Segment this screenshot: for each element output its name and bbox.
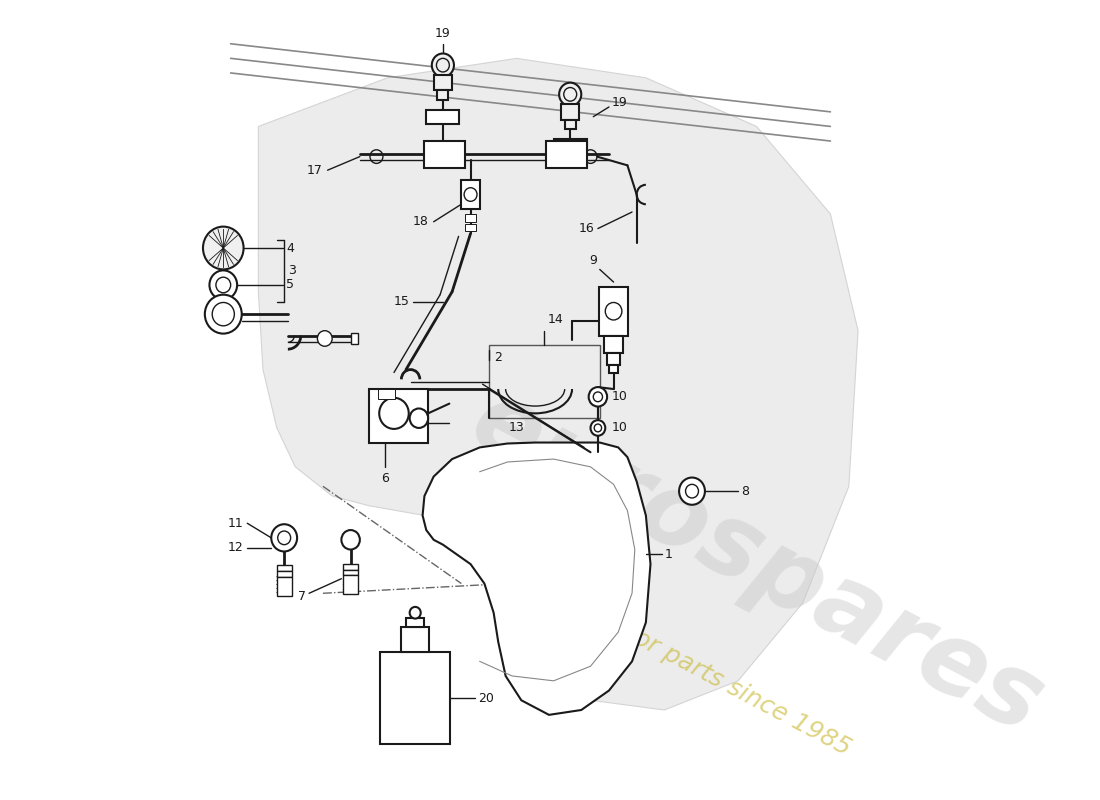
Bar bbox=[553, 139, 586, 153]
Bar bbox=[461, 180, 480, 209]
Text: 11: 11 bbox=[228, 517, 243, 530]
Bar bbox=[343, 575, 358, 594]
Circle shape bbox=[272, 524, 297, 551]
Bar bbox=[433, 75, 452, 90]
Circle shape bbox=[318, 330, 332, 346]
Bar bbox=[406, 618, 425, 627]
Text: 9: 9 bbox=[590, 254, 597, 267]
Text: 15: 15 bbox=[394, 295, 409, 308]
Polygon shape bbox=[258, 58, 858, 710]
Bar bbox=[277, 577, 292, 596]
Circle shape bbox=[679, 478, 705, 505]
Text: 7: 7 bbox=[298, 590, 306, 602]
Circle shape bbox=[591, 420, 605, 436]
Text: 4: 4 bbox=[286, 242, 294, 254]
Text: 3: 3 bbox=[288, 264, 296, 277]
Circle shape bbox=[559, 82, 581, 106]
Text: 19: 19 bbox=[612, 96, 627, 109]
Bar bbox=[607, 353, 620, 365]
Bar bbox=[427, 110, 460, 123]
Bar bbox=[370, 389, 428, 442]
Circle shape bbox=[588, 387, 607, 406]
Circle shape bbox=[379, 398, 409, 429]
Text: 2: 2 bbox=[495, 351, 503, 365]
Circle shape bbox=[204, 226, 243, 270]
Bar bbox=[425, 141, 465, 168]
Bar bbox=[490, 346, 600, 418]
Bar bbox=[351, 333, 358, 344]
Circle shape bbox=[205, 294, 242, 334]
Text: 10: 10 bbox=[612, 422, 628, 434]
Bar bbox=[343, 564, 358, 570]
Circle shape bbox=[432, 54, 454, 77]
Polygon shape bbox=[422, 442, 650, 715]
Circle shape bbox=[341, 530, 360, 550]
Bar bbox=[465, 214, 476, 222]
Text: 8: 8 bbox=[741, 485, 749, 498]
Text: 6: 6 bbox=[381, 472, 388, 485]
Text: 18: 18 bbox=[414, 215, 429, 228]
Text: 1: 1 bbox=[664, 548, 672, 561]
Circle shape bbox=[605, 302, 621, 320]
Text: 16: 16 bbox=[579, 222, 594, 235]
Text: 19: 19 bbox=[434, 27, 451, 40]
Text: 13: 13 bbox=[509, 422, 525, 434]
Text: 5: 5 bbox=[286, 278, 294, 291]
Bar bbox=[381, 652, 450, 744]
Bar bbox=[561, 104, 580, 120]
Text: 14: 14 bbox=[548, 313, 564, 326]
Bar bbox=[378, 389, 395, 398]
Circle shape bbox=[409, 409, 428, 428]
Text: 20: 20 bbox=[477, 692, 494, 705]
Bar bbox=[277, 571, 292, 577]
Text: eurospares: eurospares bbox=[454, 373, 1058, 755]
Bar bbox=[609, 365, 618, 373]
Circle shape bbox=[209, 270, 238, 299]
Text: 12: 12 bbox=[228, 541, 243, 554]
Bar bbox=[604, 335, 623, 353]
Bar bbox=[598, 287, 628, 335]
Bar bbox=[343, 570, 358, 575]
Bar bbox=[402, 627, 429, 652]
Bar bbox=[547, 141, 586, 168]
Text: 17: 17 bbox=[307, 164, 323, 177]
Text: 10: 10 bbox=[612, 390, 628, 403]
Bar bbox=[465, 224, 476, 231]
Circle shape bbox=[409, 607, 420, 618]
Bar bbox=[277, 565, 292, 571]
Bar bbox=[564, 120, 575, 130]
Bar bbox=[438, 90, 449, 100]
Text: a passion for parts since 1985: a passion for parts since 1985 bbox=[510, 562, 855, 761]
